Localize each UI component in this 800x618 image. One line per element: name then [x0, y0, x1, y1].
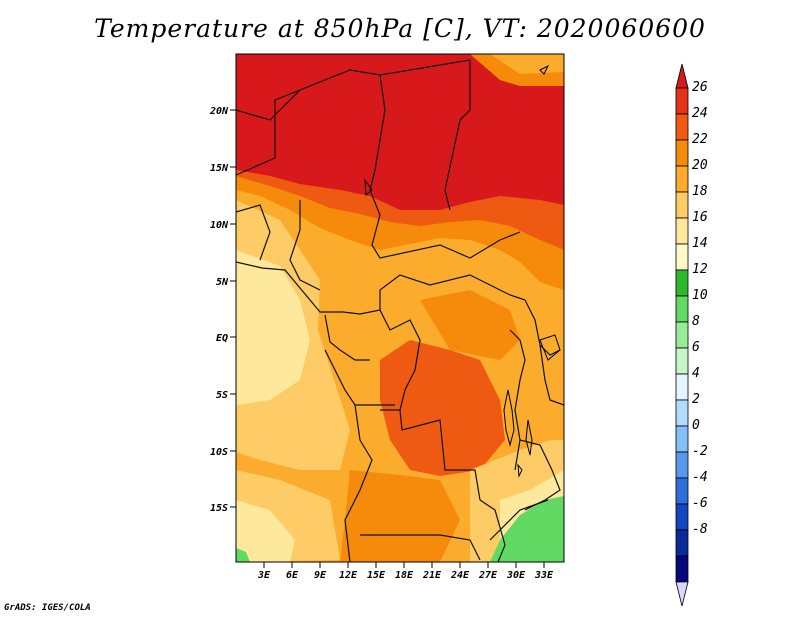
colorbar-label: 10: [692, 288, 708, 303]
lat-label: 10N: [210, 220, 229, 231]
colorbar-label: 4: [692, 366, 700, 381]
colorbar-bottom-triangle: [675, 581, 689, 607]
colorbar-swatch: [675, 139, 689, 167]
lon-label: 33E: [534, 570, 554, 581]
colorbar-label: 26: [692, 80, 708, 95]
latitude-labels: 20N 15N 10N 5N EQ 5S 10S 15S: [209, 106, 229, 514]
colorbar-swatch: [675, 425, 689, 453]
colorbar-swatch: [675, 87, 689, 115]
colorbar-swatch: [675, 321, 689, 349]
lon-label: 12E: [339, 570, 358, 581]
lat-label: 5S: [216, 390, 228, 401]
colorbar-label: 22: [692, 132, 708, 147]
lon-label: 15E: [367, 570, 386, 581]
lat-label: 15S: [210, 503, 228, 514]
colorbar-swatch: [675, 165, 689, 193]
colorbar-swatch: [675, 269, 689, 297]
colorbar-top-triangle: [675, 63, 689, 89]
colorbar-label: 20: [692, 158, 708, 173]
lon-label: 9E: [314, 570, 327, 581]
colorbar-label: -6: [692, 496, 708, 511]
lat-label: 20N: [209, 106, 229, 117]
latitude-axis: [230, 109, 236, 508]
colorbar-swatch: [675, 217, 689, 245]
lon-label: 6E: [286, 570, 299, 581]
lon-label: 30E: [506, 570, 526, 581]
lat-label: EQ: [216, 333, 228, 344]
lon-label: 3E: [257, 570, 271, 581]
lake-outlines: [364, 64, 561, 478]
colorbar-swatch: [675, 477, 689, 505]
colorbar-label: 8: [692, 314, 700, 329]
colorbar-label: 14: [692, 236, 708, 251]
grads-credit: GrADS: IGES/COLA: [4, 603, 91, 613]
colorbar-label: -8: [692, 522, 708, 537]
colorbar-swatch: [675, 113, 689, 141]
longitude-axis: [263, 562, 545, 568]
colorbar-label: -2: [692, 444, 708, 459]
country-borders: [236, 59, 564, 562]
map-title: Temperature at 850hPa [C], VT: 202006060…: [94, 14, 706, 43]
colorbar-swatch: [675, 243, 689, 271]
colorbar-label: 18: [692, 184, 708, 199]
colorbar-label: 12: [692, 262, 708, 277]
colorbar-swatch: [675, 451, 689, 479]
lon-label: 27E: [478, 570, 498, 581]
colorbar-swatch: [675, 555, 689, 583]
colorbar-label: -4: [692, 470, 708, 485]
colorbar-swatch: [675, 373, 689, 401]
colorbar-swatch: [675, 529, 689, 557]
colorbar-label: 16: [692, 210, 708, 225]
temperature-field: [236, 54, 564, 562]
colorbar-swatch: [675, 347, 689, 375]
colorbar-labels: 26 24 22 20 18 16 14 12 10 8 6 4 2 0 -2 …: [692, 80, 708, 537]
colorbar-label: 0: [692, 418, 700, 433]
lat-label: 5N: [216, 277, 229, 288]
colorbar-swatch: [675, 399, 689, 427]
colorbar-label: 2: [692, 392, 700, 407]
longitude-labels: 3E 6E 9E 12E 15E 18E 21E 24E 27E 30E 33E: [257, 570, 554, 581]
lat-label: 15N: [210, 163, 229, 174]
colorbar-swatch: [675, 191, 689, 219]
colorbar-label: 24: [692, 106, 708, 121]
lat-label: 10S: [210, 447, 228, 458]
lon-label: 18E: [395, 570, 414, 581]
map-frame: [235, 53, 565, 563]
colorbar-label: 6: [692, 340, 700, 355]
colorbar-swatch: [675, 503, 689, 531]
lon-label: 24E: [450, 570, 470, 581]
colorbar-swatch: [675, 295, 689, 323]
colorbar: [675, 63, 689, 607]
lon-label: 21E: [422, 570, 442, 581]
